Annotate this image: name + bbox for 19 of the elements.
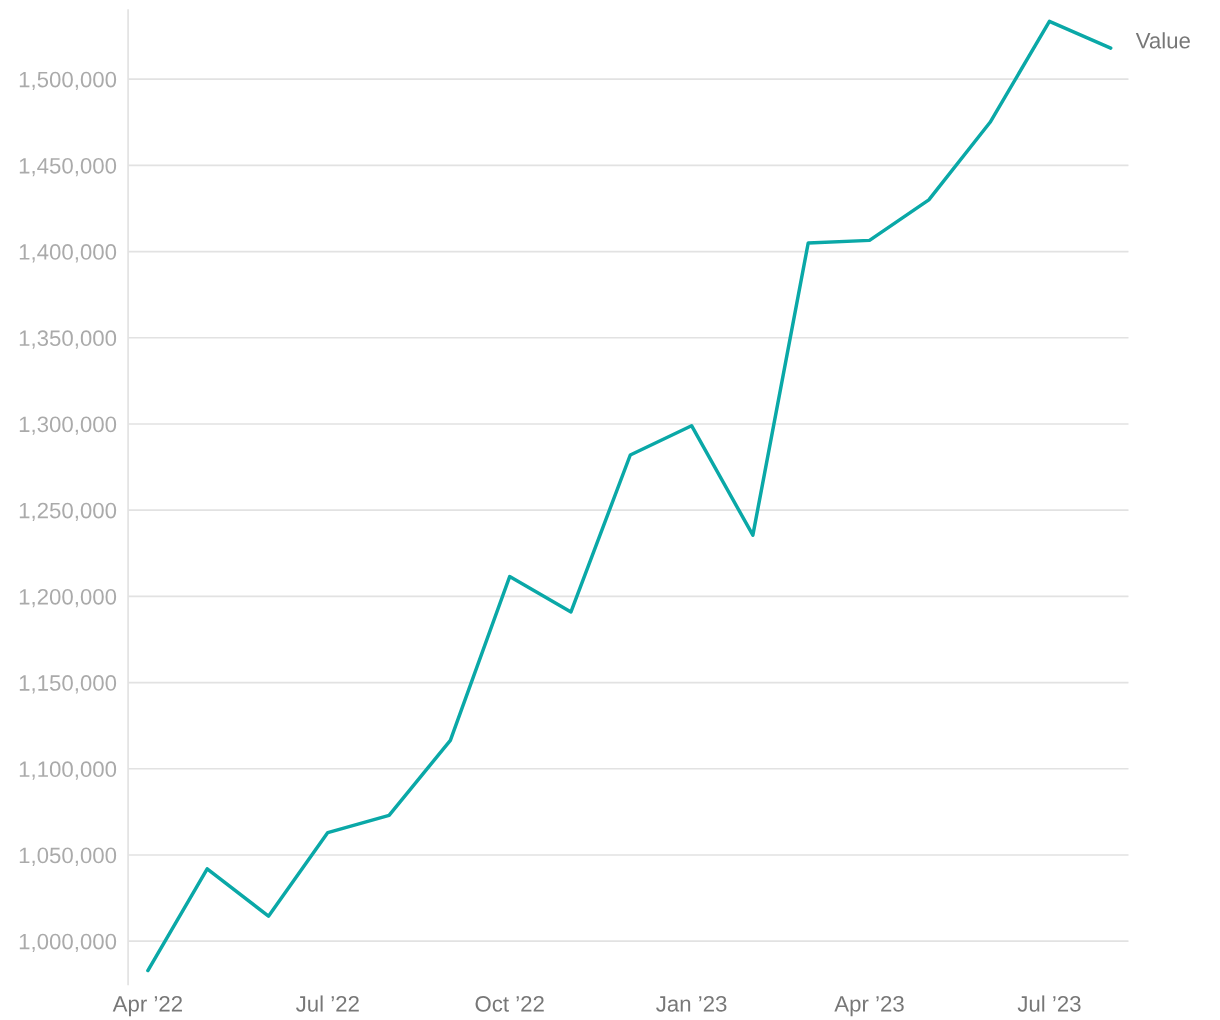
series-label: Value: [1135, 32, 1190, 49]
y-tick-label: 1,100,000: [19, 761, 117, 780]
y-tick-label: 1,500,000: [19, 71, 117, 91]
x-tick-label: Jul ’23: [1017, 995, 1081, 1012]
x-tick-label: Oct ’22: [475, 996, 544, 1012]
x-tick-label: Apr ’23: [834, 996, 904, 1017]
line-series: [146, 19, 1113, 973]
y-tick-label: 1,400,000: [19, 244, 117, 263]
y-tick-label: 1,200,000: [19, 588, 117, 608]
x-tick-label: Jan ’23: [656, 996, 727, 1012]
y-tick-label: 1,000,000: [19, 933, 117, 953]
y-tick-label: 1,050,000: [19, 847, 117, 866]
y-tick-label: 1,450,000: [19, 157, 117, 177]
y-tick-label: 1,150,000: [19, 675, 117, 694]
x-tick-label: Apr ’22: [112, 996, 182, 1017]
y-tick-label: 1,350,000: [19, 330, 117, 349]
x-tick-label: Jul ’22: [296, 995, 359, 1012]
y-tick-label: 1,250,000: [19, 502, 117, 522]
y-tick-label: 1,300,000: [19, 416, 117, 435]
